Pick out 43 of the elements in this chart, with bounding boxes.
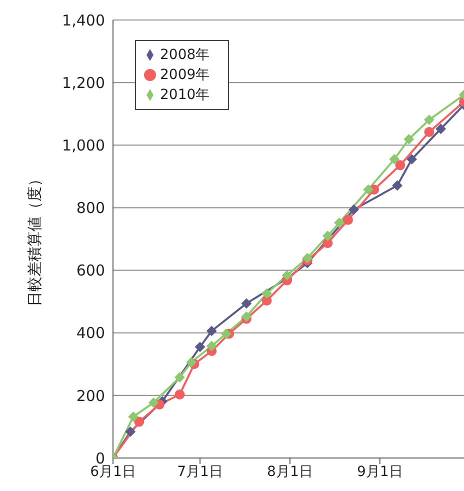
y-tick-label: 1,400 (62, 11, 105, 30)
point (348, 204, 359, 215)
point (174, 372, 185, 382)
point (125, 426, 136, 437)
point (389, 154, 400, 164)
legend-label: 2008年 (160, 47, 210, 63)
point (134, 416, 144, 427)
y-tick-label: 400 (76, 324, 105, 342)
point (334, 218, 344, 228)
point (174, 389, 185, 400)
point (436, 124, 446, 134)
y-axis-title: 日較差積算値（度） (25, 172, 44, 306)
y-tick-label: 1,200 (62, 74, 105, 92)
point (322, 238, 333, 248)
legend-label: 2010年 (160, 87, 210, 103)
point (128, 412, 138, 422)
x-tick-label: 9月1日 (356, 464, 403, 480)
point (206, 326, 217, 336)
legend-label: 2009年 (160, 67, 210, 83)
point (424, 114, 434, 125)
x-tick-label: 8月1日 (267, 464, 313, 480)
point (282, 270, 292, 280)
x-tick-label: 7月1日 (177, 464, 223, 480)
point (392, 180, 402, 190)
point (195, 342, 206, 352)
point (186, 357, 196, 368)
y-tick-label: 600 (76, 262, 105, 280)
y-tick-label: 1,000 (62, 136, 105, 154)
point (148, 398, 159, 408)
y-tick-label: 800 (76, 199, 105, 218)
point (206, 340, 217, 351)
point (404, 134, 414, 144)
point (262, 288, 272, 298)
y-tick-label: 200 (76, 386, 105, 405)
point (241, 298, 252, 308)
point (395, 160, 406, 170)
point (424, 127, 434, 138)
point (342, 214, 353, 225)
point (363, 184, 374, 195)
point (322, 230, 333, 241)
point (406, 154, 417, 164)
point (221, 328, 232, 339)
x-tick-label: 6月1日 (90, 464, 136, 480)
